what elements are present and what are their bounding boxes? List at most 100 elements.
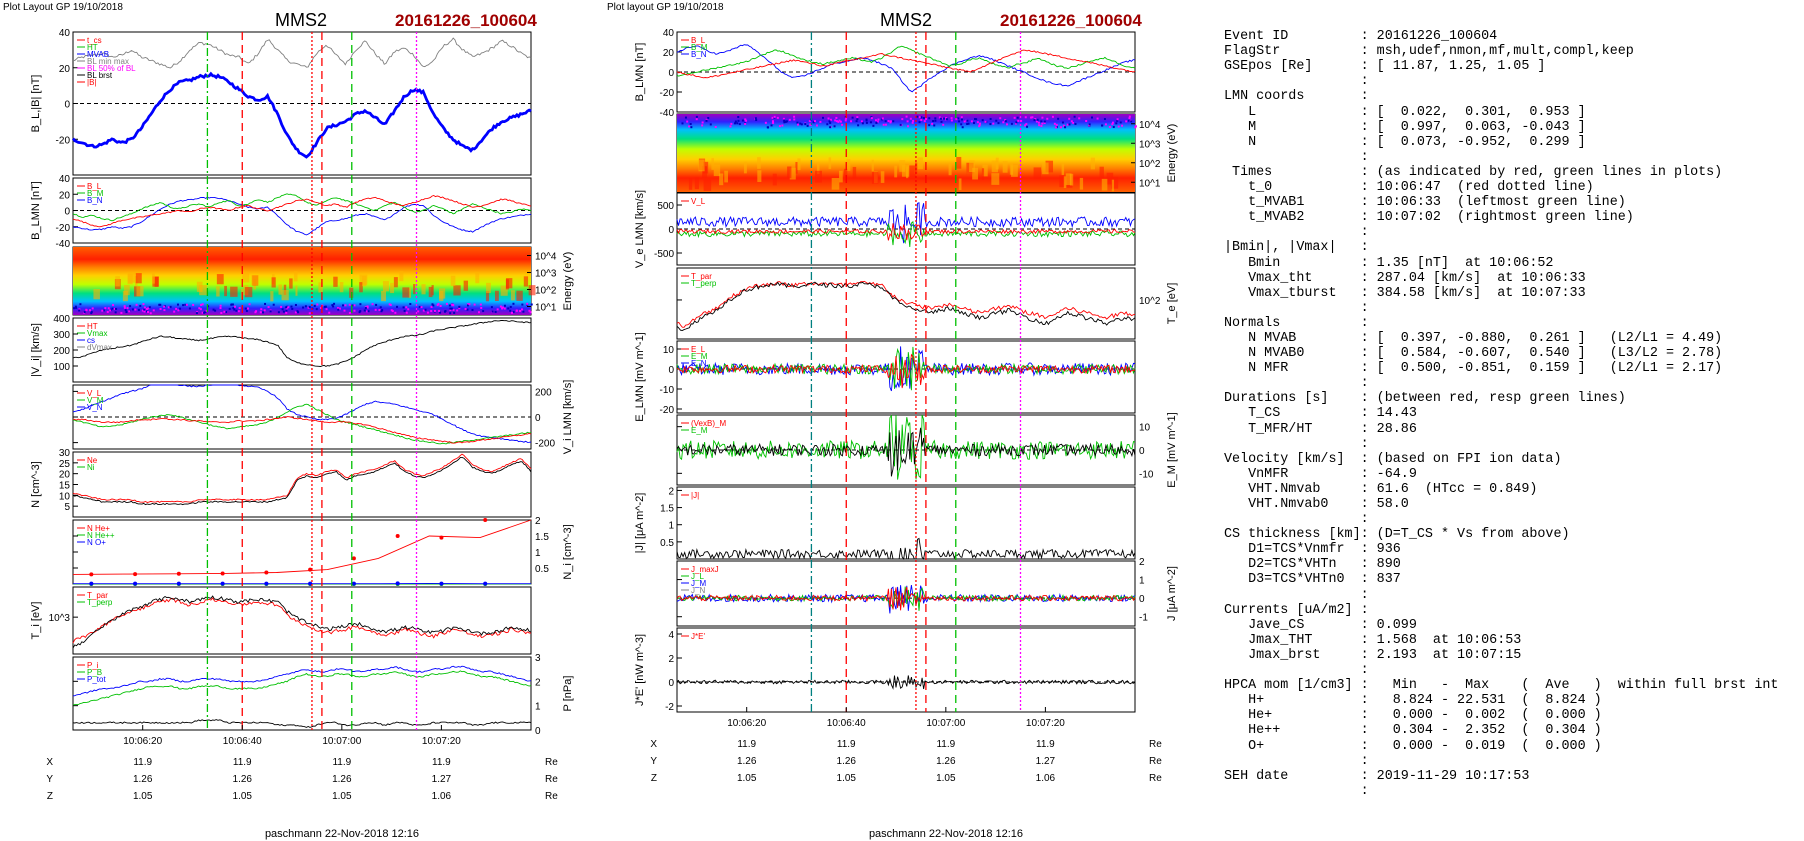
spectrogram-speckle xyxy=(889,120,892,123)
summary-line: L : [ 0.022, 0.301, 0.953 ] xyxy=(1224,104,1586,120)
spectrogram-speckle xyxy=(1112,126,1115,129)
spectrogram-speckle xyxy=(371,303,374,306)
spectrogram-speckle xyxy=(244,307,247,310)
spectrogram-speckle xyxy=(1116,119,1119,122)
legend-label: E_N xyxy=(691,359,707,368)
spectrogram-texture xyxy=(831,177,840,190)
spectrogram-speckle xyxy=(950,117,953,120)
spectrogram-speckle xyxy=(855,120,858,123)
spectrogram-speckle xyxy=(521,303,524,306)
spectrogram-speckle xyxy=(961,118,964,121)
spectrogram-speckle xyxy=(1031,116,1034,119)
spectrogram-texture xyxy=(362,276,367,287)
figure-header: Plot layout GP 19/10/2018 xyxy=(607,2,724,13)
spectrogram-speckle xyxy=(1101,124,1104,127)
spectrogram-speckle xyxy=(892,120,895,123)
spectrogram-speckle xyxy=(833,125,836,128)
y-axis-label: N_i [cm^-3] xyxy=(562,524,574,579)
spectrogram-speckle xyxy=(1041,116,1044,119)
spectrogram-texture xyxy=(408,287,411,298)
y-tick-label: 400 xyxy=(53,314,70,325)
spectrogram-speckle xyxy=(147,307,150,310)
spectrogram-speckle xyxy=(1005,123,1008,126)
spectrogram-speckle xyxy=(945,117,948,120)
panel-left-N xyxy=(72,451,532,518)
spectrogram-speckle xyxy=(872,124,875,127)
spectrogram-speckle xyxy=(143,308,146,311)
spectrogram-speckle xyxy=(906,120,909,123)
spectrogram-speckle xyxy=(466,304,469,307)
summary-line: LMN coords : xyxy=(1224,89,1369,105)
y-axis-label: |J| [μA m^-2] xyxy=(634,493,646,554)
spectrogram-speckle xyxy=(203,311,206,314)
ephem-value: 1.26 xyxy=(233,774,253,785)
spectrogram-texture xyxy=(839,170,843,183)
spectrogram-speckle xyxy=(163,309,166,312)
panel-right-E xyxy=(676,340,1136,414)
x-tick-label: 10:07:00 xyxy=(926,718,965,729)
spectrogram-speckle xyxy=(934,117,937,120)
spectrogram-texture xyxy=(359,282,363,293)
spectrogram-speckle xyxy=(922,117,925,120)
legend-label: |J| xyxy=(691,491,699,500)
spectrogram-speckle xyxy=(829,126,832,129)
spectrogram-speckle xyxy=(828,120,831,123)
spectrogram-speckle xyxy=(1072,121,1075,124)
series-T-par xyxy=(676,280,1136,328)
y-tick-label: 10^3 xyxy=(535,269,557,280)
spectrogram-speckle xyxy=(396,305,399,308)
spectrogram-speckle xyxy=(960,116,963,119)
spectrogram-texture xyxy=(772,173,777,186)
data-point xyxy=(133,581,138,586)
spectrogram-texture xyxy=(899,160,906,172)
spectrogram-speckle xyxy=(102,309,105,312)
spectrogram-speckle xyxy=(1051,115,1054,118)
spectrogram-speckle xyxy=(920,118,923,121)
spectrogram-speckle xyxy=(907,125,910,128)
spectrogram-speckle xyxy=(870,117,873,120)
spectrogram-speckle xyxy=(417,310,420,313)
spectrogram-speckle xyxy=(1134,125,1137,128)
spectrogram-speckle xyxy=(771,116,774,119)
y-tick-label: 40 xyxy=(59,28,71,39)
spectrogram-speckle xyxy=(686,120,689,123)
ephem-label: Z xyxy=(47,791,53,802)
spectrogram-speckle xyxy=(901,118,904,121)
spectrogram-speckle xyxy=(200,303,203,306)
spectrogram-speckle xyxy=(978,125,981,128)
y-tick-label: -1 xyxy=(1139,613,1148,624)
spectrogram-speckle xyxy=(142,303,145,306)
spectrogram-speckle xyxy=(519,309,522,312)
spectrogram-speckle xyxy=(126,307,129,310)
summary-line: He+ : 0.000 - 0.002 ( 0.000 ) xyxy=(1224,708,1602,724)
series-P-B xyxy=(72,719,532,728)
spectrogram-speckle xyxy=(966,122,969,125)
spectrogram-speckle xyxy=(402,306,405,309)
panel-left-ion_spectrogram xyxy=(72,246,536,316)
spectrogram-speckle xyxy=(449,308,452,311)
y-tick-label: 1 xyxy=(535,702,541,713)
spectrogram-speckle xyxy=(783,121,786,124)
spectrogram-speckle xyxy=(528,309,531,312)
spectrogram-speckle xyxy=(380,310,383,313)
legend-label: B_L xyxy=(87,182,102,191)
spectrogram-speckle xyxy=(734,120,737,123)
legend-label: P_tot xyxy=(87,675,106,684)
y-axis-label: J [μA m^-2] xyxy=(1166,566,1178,621)
spectrogram-speckle xyxy=(881,117,884,120)
y-tick-label: 100 xyxy=(53,362,70,373)
spectrogram-texture xyxy=(958,178,962,191)
series-V-M xyxy=(72,403,532,445)
spectrogram-speckle xyxy=(785,120,788,123)
spectrogram-speckle xyxy=(1127,119,1130,122)
spectrogram-texture xyxy=(795,161,798,174)
series-B-L xyxy=(71,71,532,159)
ephem-value: 11.9 xyxy=(936,739,955,750)
spectrogram-speckle xyxy=(225,311,228,314)
spectrogram-speckle xyxy=(681,122,684,125)
spectrogram-speckle xyxy=(1085,120,1088,123)
data-point xyxy=(176,581,181,586)
spectrogram-speckle xyxy=(173,310,176,313)
spectrogram-texture xyxy=(787,166,792,179)
spectrogram-speckle xyxy=(690,126,693,129)
